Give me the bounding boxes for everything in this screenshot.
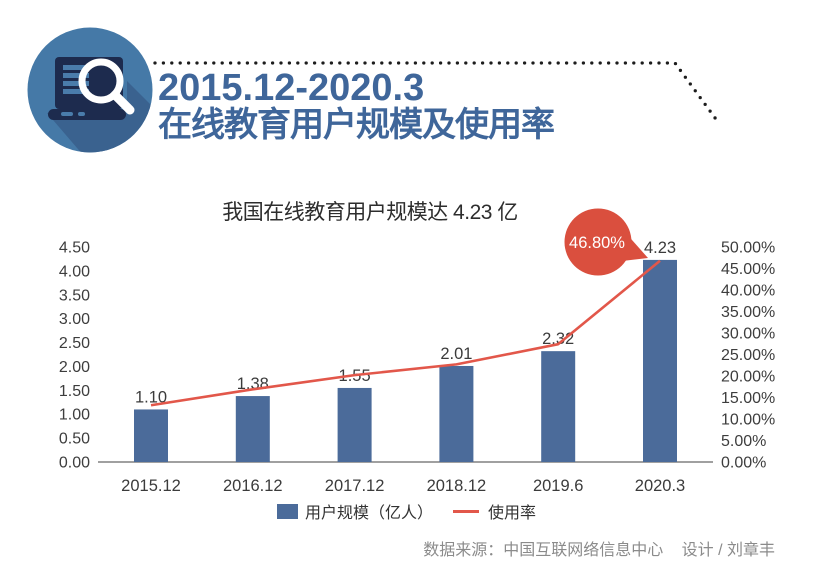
x-axis-label: 2020.3 bbox=[635, 477, 685, 495]
right-axis-tick: 35.00% bbox=[721, 304, 775, 321]
x-axis-label: 2017.12 bbox=[325, 477, 385, 495]
left-axis-tick: 4.00 bbox=[59, 263, 90, 280]
magnifier-handle-icon bbox=[110, 90, 135, 115]
x-axis-label: 2015.12 bbox=[121, 477, 181, 495]
bar-2020.3 bbox=[643, 259, 677, 462]
x-axis-label: 2016.12 bbox=[223, 477, 283, 495]
right-axis-tick: 15.00% bbox=[721, 390, 775, 407]
bar-2015.12 bbox=[134, 409, 168, 462]
bar-value-label: 2.32 bbox=[542, 330, 574, 348]
bar-2016.12 bbox=[235, 396, 270, 462]
left-axis-tick: 2.00 bbox=[59, 359, 90, 376]
bar-2019.6 bbox=[541, 351, 576, 462]
bar-value-label: 1.10 bbox=[135, 388, 167, 406]
laptop-base-mark bbox=[61, 112, 73, 116]
bar-2017.12 bbox=[337, 387, 372, 462]
right-axis-tick: 30.00% bbox=[721, 326, 775, 343]
callout-bubble bbox=[564, 208, 632, 276]
magnifier-lens-icon bbox=[78, 58, 124, 104]
right-axis-tick: 20.00% bbox=[721, 369, 775, 386]
right-axis-tick: 5.00% bbox=[721, 433, 766, 450]
legend-line-label: 使用率 bbox=[488, 505, 537, 522]
bar-2018.12 bbox=[439, 365, 474, 462]
footer: 数据来源：中国互联网络信息中心 设计 / 刘章丰 bbox=[423, 536, 775, 560]
left-axis-tick: 4.50 bbox=[59, 240, 90, 257]
header-title: 2015.12-2020.3 在线教育用户规模及使用率 bbox=[158, 67, 555, 145]
x-axis-label: 2018.12 bbox=[427, 477, 487, 495]
right-axis-tick: 40.00% bbox=[721, 283, 775, 300]
right-axis-tick: 45.00% bbox=[721, 261, 775, 278]
right-axis-tick: 0.00% bbox=[721, 455, 766, 472]
usage-rate-line bbox=[150, 259, 661, 407]
callout-text: 46.80% bbox=[569, 234, 625, 252]
bar-value-label: 4.23 bbox=[644, 239, 676, 257]
left-axis-tick: 1.50 bbox=[59, 383, 90, 400]
left-axis-tick: 1.00 bbox=[59, 407, 90, 424]
chart-title: 我国在线教育用户规模达 4.23 亿 bbox=[222, 201, 518, 224]
right-axis-tick: 50.00% bbox=[721, 240, 775, 257]
legend-line-swatch bbox=[453, 509, 479, 513]
laptop-search-icon bbox=[27, 27, 153, 153]
legend-bar-label: 用户规模（亿人） bbox=[304, 505, 433, 522]
screen-text-line bbox=[63, 89, 89, 94]
screen-text-line bbox=[63, 73, 89, 78]
x-axis-label: 2019.6 bbox=[533, 477, 583, 495]
header-title-period: 2015.12-2020.3 bbox=[158, 67, 425, 109]
left-axis-tick: 0.50 bbox=[59, 431, 90, 448]
right-axis-tick: 25.00% bbox=[721, 347, 775, 364]
header-title-main: 在线教育用户规模及使用率 bbox=[158, 106, 555, 144]
screen-text-line bbox=[63, 81, 89, 86]
screen-text-line bbox=[63, 65, 89, 70]
left-axis-tick: 3.50 bbox=[59, 287, 90, 304]
legend-bar-swatch bbox=[276, 503, 298, 519]
data-source: 数据来源：中国互联网络信息中心 bbox=[423, 542, 664, 559]
designer-credit: 设计 / 刘章丰 bbox=[681, 542, 775, 559]
left-axis-tick: 2.50 bbox=[59, 335, 90, 352]
dotted-line-decoration bbox=[153, 61, 720, 124]
left-axis-tick: 0.00 bbox=[59, 455, 90, 472]
laptop-base-mark bbox=[78, 112, 85, 116]
laptop-base bbox=[48, 109, 126, 120]
icon-long-shadow bbox=[47, 81, 153, 153]
right-axis-tick: 10.00% bbox=[721, 412, 775, 429]
chart-legend: 用户规模（亿人） 使用率 bbox=[0, 499, 813, 523]
bar-value-label: 2.01 bbox=[440, 345, 472, 363]
left-axis-tick: 3.00 bbox=[59, 311, 90, 328]
